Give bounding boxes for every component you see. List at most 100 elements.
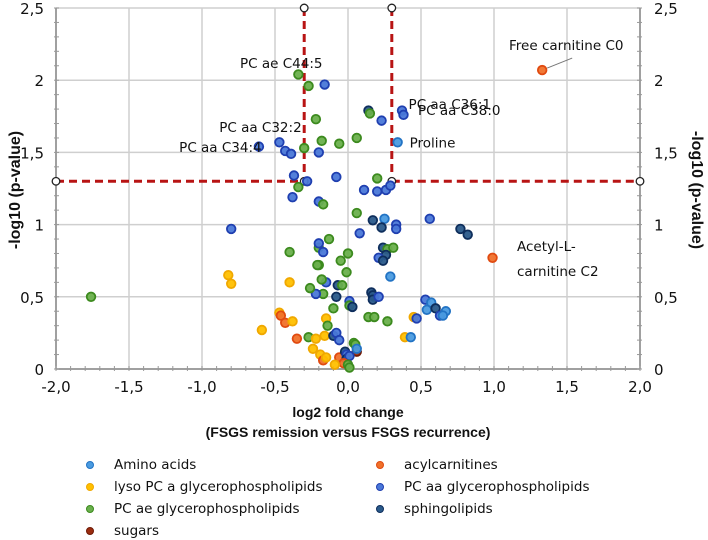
data-point-pcae [336,280,348,291]
data-point-pcae [334,138,345,149]
data-point-pcaa [372,186,383,197]
data-point-acyl [291,333,303,344]
data-point-sphingo [377,255,389,266]
data-point-pcae [351,132,362,144]
threshold-endpoint-marker [51,176,61,186]
legend-label: Amino acids [114,456,197,473]
threshold-endpoint-marker [635,176,645,186]
legend-marker-icon [86,460,94,469]
data-point-pcae [341,267,352,278]
data-point-pcae [293,69,304,80]
data-point-amino [437,310,449,321]
data-point-lyso [310,333,322,344]
data-point-pcae [316,135,327,147]
annotation-label: Proline [410,135,456,151]
legend-label: PC aa glycerophospholipids [404,478,590,495]
data-point-lyso [256,324,268,336]
y-axis-title-right: -log10 (p-value) [688,131,705,249]
data-point-lyso [284,277,295,288]
data-point-sphingo [331,291,342,303]
legend-item-sugars: sugars [86,521,376,540]
data-point-amino [405,332,416,343]
x-tick-label: 0,0 [336,378,360,396]
data-point-lyso [320,352,332,363]
y-axis-title-left: -log10 (p-value) [7,131,24,249]
annotation-label: PC aa C36:1 [409,97,491,113]
grid-lines [55,7,641,370]
data-point-pcae [303,80,314,92]
x-tick-label: 1,0 [482,378,506,396]
legend-item-lyso: lyso PC a glycerophospholipids [86,477,376,496]
data-point-pcaa [288,170,300,181]
data-point-pcaa [253,141,265,152]
annotation-label: PC ae C44:5 [240,56,322,72]
legend-label: acylcarnitines [404,456,498,473]
data-point-pcae [310,113,322,125]
x-tick-label: 1,5 [555,378,579,396]
y-tick-label-right: 2 [654,72,664,90]
data-point-pcaa [398,109,409,121]
y-tick-label-right: 0,5 [654,289,678,307]
data-point-pcaa [317,246,329,258]
data-point-pcae [351,207,362,219]
data-point-sphingo [455,223,466,235]
annotation-label: Acetyl-L- [517,239,576,255]
data-points [85,64,548,373]
threshold-endpoint-marker [387,3,397,13]
data-point-pcae [322,320,333,331]
data-point-sphingo [376,222,387,233]
data-point-pcaa [385,180,396,191]
legend-marker-icon [376,460,384,469]
data-point-pcaa [331,171,342,183]
data-point-pcae [284,246,295,258]
legend-marker-icon [86,504,94,513]
data-point-pcaa [424,213,435,225]
data-point-acyl [275,310,287,321]
data-point-pcaa [285,148,297,160]
data-point-pcaa [301,176,313,187]
annotation-label: PC aa C38:0 [418,103,500,119]
y-tick-label-left: 0,5 [20,289,44,307]
data-point-pcaa [287,191,298,203]
data-point-pcae [328,303,339,314]
axes: -2,0 -1,5 -1,0 -0,5 0,0 0,5 1,0 1,5 2,00 00,5 0,51… [20,0,678,396]
data-point-sphingo [367,215,379,226]
data-point-pcaa [376,115,387,126]
data-point-amino [392,137,403,148]
legend-marker-icon [86,482,94,491]
data-point-pcaa [354,228,365,239]
data-point-pcae [317,199,329,210]
x-tick-label: -2,0 [41,378,70,396]
data-point-pcae [85,291,97,303]
legend-label: sphingolipids [404,500,493,517]
data-point-pcae [388,242,399,253]
data-point-amino [379,213,390,225]
data-point-pcae [372,173,383,184]
data-point-lyso [287,316,298,327]
x-tick-label: 0,5 [409,378,433,396]
data-point-pcae [369,311,380,323]
annotation-label: PC aa C34:4 [179,140,261,156]
data-point-pcae [293,181,304,193]
data-point-lyso [223,269,234,281]
data-point-pcae [323,233,335,245]
legend: Amino acids acylcarnitines lyso PC a glyce… [86,455,646,540]
data-point-pcae [304,282,316,294]
data-point-acyl [487,252,498,264]
y-tick-label-left: 2 [34,72,44,90]
y-tick-label-right: 1,5 [654,144,678,162]
x-tick-label: -1,5 [114,378,143,396]
y-tick-label-left: 1 [34,217,44,235]
data-point-pcaa [390,223,402,235]
data-point-pcae [364,108,376,119]
x-axis-title: log2 fold change [292,404,403,420]
x-tick-label: 2,0 [628,378,652,396]
data-point-sphingo [347,301,358,313]
legend-item-amino: Amino acids [86,455,376,474]
legend-label: lyso PC a glycerophospholipids [114,478,323,495]
annotation-label: PC aa C32:2 [219,120,301,136]
y-tick-label-left: 0 [34,361,44,379]
data-point-pcaa [225,223,237,235]
data-point-acyl [536,64,548,76]
